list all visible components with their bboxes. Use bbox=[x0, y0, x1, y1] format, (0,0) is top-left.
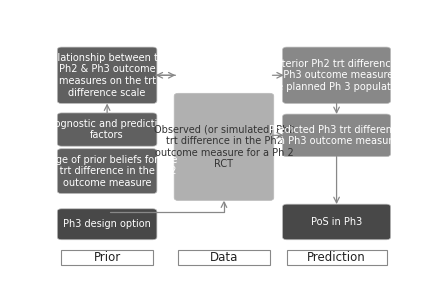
FancyBboxPatch shape bbox=[57, 113, 157, 146]
Text: Prediction: Prediction bbox=[307, 251, 366, 264]
Text: PoS in Ph3: PoS in Ph3 bbox=[311, 217, 362, 227]
Text: Range of prior beliefs for the
Ph2 trt difference in the Ph2
outcome measure: Range of prior beliefs for the Ph2 trt d… bbox=[37, 154, 177, 188]
Text: Prognostic and predictive
factors: Prognostic and predictive factors bbox=[45, 119, 169, 140]
Text: Ph3 design option: Ph3 design option bbox=[63, 219, 151, 229]
FancyBboxPatch shape bbox=[287, 250, 386, 265]
FancyBboxPatch shape bbox=[283, 114, 391, 157]
FancyBboxPatch shape bbox=[178, 250, 270, 265]
FancyBboxPatch shape bbox=[283, 204, 391, 240]
Text: Observed (or simulated) Ph2
trt difference in the Ph2
outcome measure for a Ph 2: Observed (or simulated) Ph2 trt differen… bbox=[154, 124, 294, 169]
FancyBboxPatch shape bbox=[57, 209, 157, 240]
Text: Prior: Prior bbox=[94, 251, 121, 264]
Text: Posterior Ph2 trt difference in
the Ph3 outcome measure for
the planned Ph 3 pop: Posterior Ph2 trt difference in the Ph3 … bbox=[264, 59, 409, 92]
FancyBboxPatch shape bbox=[57, 149, 157, 194]
Text: Predicted Ph3 trt difference
in Ph3 outcome measure: Predicted Ph3 trt difference in Ph3 outc… bbox=[269, 124, 404, 146]
FancyBboxPatch shape bbox=[283, 47, 391, 104]
FancyBboxPatch shape bbox=[61, 250, 153, 265]
Text: Data: Data bbox=[210, 251, 238, 264]
FancyBboxPatch shape bbox=[57, 47, 157, 104]
Text: Relationship between the
Ph2 & Ph3 outcome
measures on the trt
difference scale: Relationship between the Ph2 & Ph3 outco… bbox=[45, 53, 170, 98]
FancyBboxPatch shape bbox=[174, 93, 274, 200]
